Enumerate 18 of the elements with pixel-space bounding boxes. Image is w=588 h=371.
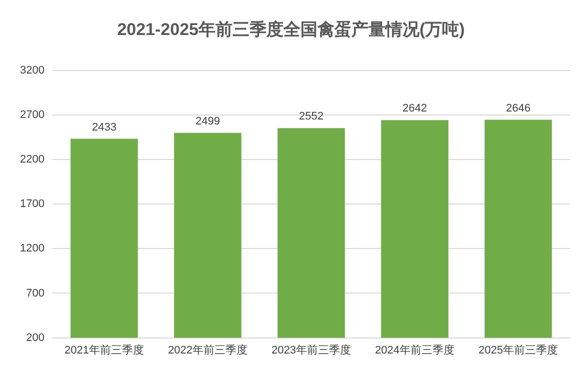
x-tick-label: 2022年前三季度 — [168, 343, 248, 356]
y-tick-label: 700 — [26, 287, 44, 300]
data-label: 2433 — [92, 121, 116, 134]
x-tick-label: 2021年前三季度 — [64, 343, 144, 356]
x-tick-label: 2024年前三季度 — [375, 343, 454, 356]
y-tick-label: 3200 — [20, 64, 44, 76]
x-tick-label: 2025年前三季度 — [478, 343, 558, 356]
data-label: 2642 — [402, 102, 427, 115]
y-tick-label: 1700 — [20, 198, 44, 210]
data-label: 2646 — [506, 102, 530, 114]
y-tick-label: 1200 — [20, 242, 44, 255]
x-tick-label: 2023年前三季度 — [271, 343, 351, 356]
chart-title: 2021-2025年前三季度全国禽蛋产量情况(万吨) — [117, 20, 465, 39]
data-label: 2499 — [195, 115, 220, 128]
y-tick-label: 2200 — [20, 154, 44, 166]
y-tick-label: 2700 — [20, 109, 44, 121]
data-label: 2552 — [298, 110, 324, 123]
y-tick-label: 200 — [26, 332, 44, 344]
